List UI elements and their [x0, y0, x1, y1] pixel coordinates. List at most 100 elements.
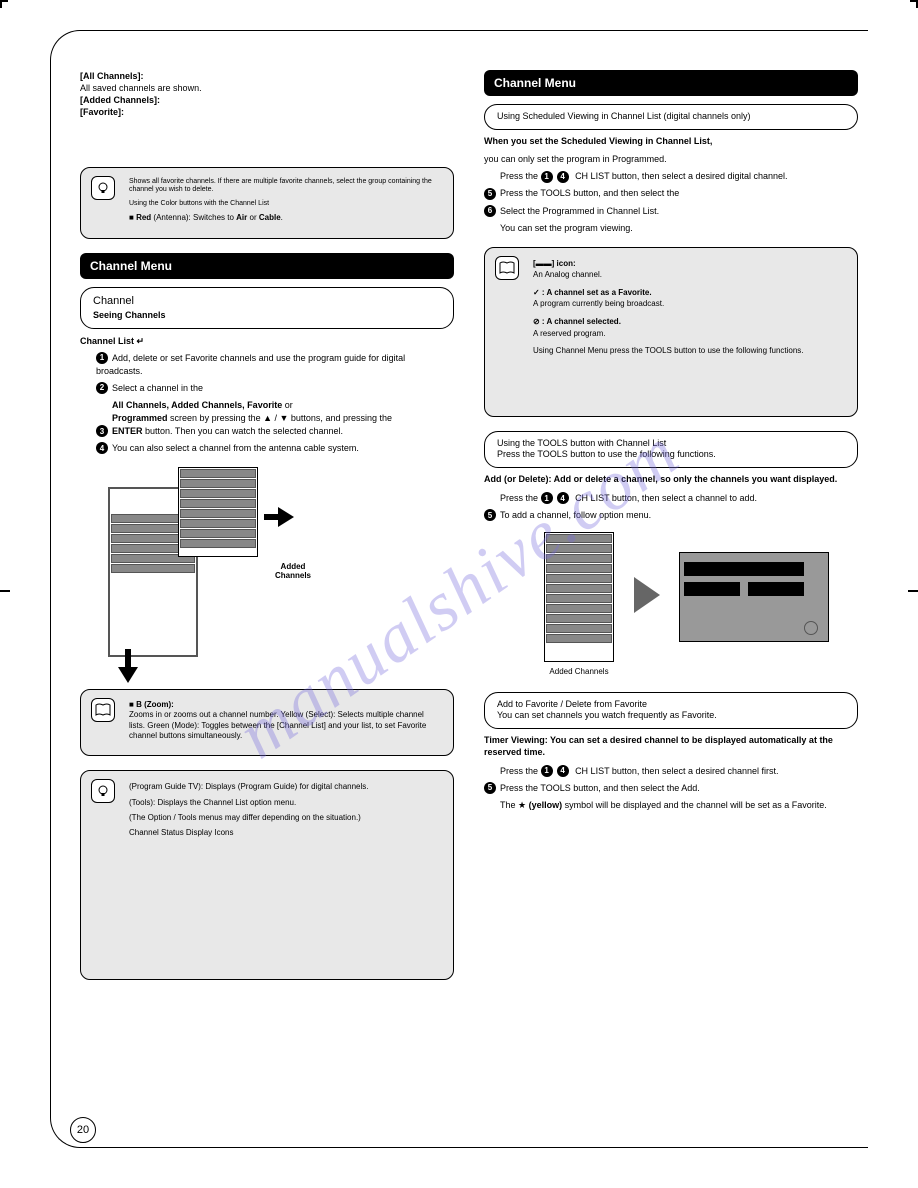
- tip1-p2: Using the Color buttons with the Channel…: [129, 200, 439, 208]
- tbr-t2: ✓ : A channel set as a Favorite.: [533, 287, 843, 299]
- r3-s6c: symbol will be displayed and the channel…: [565, 800, 827, 810]
- r1-pre: Press the: [500, 171, 538, 181]
- tip1-cable: Cable: [259, 213, 281, 222]
- s3b: button. Then you can watch the selected …: [145, 426, 343, 436]
- num-3: 3: [96, 425, 108, 437]
- tip2-ta: B: [136, 700, 142, 709]
- tip3-p1: (Program Guide TV): Displays (Program Gu…: [129, 781, 439, 792]
- pill-sub1: Seeing Channels: [93, 310, 441, 322]
- tip1-air: Air: [236, 213, 247, 222]
- r1-n5: 5: [484, 188, 496, 200]
- left-column: [All Channels]: All saved channels are s…: [80, 70, 454, 1128]
- tip2-body: Zooms in or zooms out a channel number. …: [129, 710, 439, 741]
- r2-n5: 5: [484, 509, 496, 521]
- content: [All Channels]: All saved channels are s…: [80, 70, 858, 1128]
- pill-r3-sub: You can set channels you watch frequentl…: [497, 710, 845, 722]
- s3a: ENTER: [112, 426, 143, 436]
- hdr-l2b: [Added Channels]:: [80, 95, 160, 105]
- pill-r1: Using Scheduled Viewing in Channel List …: [484, 104, 858, 130]
- r1-cont: You can set the program viewing.: [500, 222, 858, 235]
- diagram-right: Added Channels: [484, 532, 858, 682]
- r3-n4: 4: [557, 765, 569, 777]
- diagram-left: Added Channels: [108, 467, 454, 677]
- r3-pre: Press the: [500, 766, 538, 776]
- r1-s6: Select the Programmed in Channel List.: [500, 206, 659, 216]
- pill-r1-sub: (digital channels only): [663, 111, 750, 121]
- r1-n4: 4: [557, 171, 569, 183]
- tip3-p3: (The Option / Tools menus may differ dep…: [129, 812, 439, 823]
- book-icon-2: [495, 256, 519, 280]
- tip3-p2: (Tools): Displays the Channel List optio…: [129, 797, 439, 808]
- s1d: or: [285, 400, 293, 410]
- tbr-p1: An Analog channel.: [533, 269, 843, 281]
- play-icon: [634, 577, 660, 613]
- r3-post: CH LIST button, then select a desired ch…: [575, 766, 778, 776]
- pill-r2-txt: Using the TOOLS button with Channel List: [497, 438, 666, 448]
- tip-box-3: (Program Guide TV): Displays (Program Gu…: [80, 770, 454, 980]
- right-column: Channel Menu Using Scheduled Viewing in …: [484, 70, 858, 1128]
- r3-n5: 5: [484, 782, 496, 794]
- bulb-icon: [91, 176, 115, 200]
- s1b: Select a channel in the: [112, 383, 203, 393]
- pill-sub-r2: Add (or Delete): Add or delete a channel…: [484, 474, 858, 486]
- tip1-p1: Shows all favorite channels. If there ar…: [129, 178, 439, 195]
- r3-s5: Press the TOOLS button, and then select …: [500, 783, 700, 793]
- screen-thumb: [679, 552, 829, 642]
- steps-r3: Press the 14 CH LIST button, then select…: [500, 765, 858, 812]
- pill-r2: Using the TOOLS button with Channel List…: [484, 431, 858, 468]
- r3-s6: The ★: [500, 800, 526, 810]
- book-icon-1: [91, 698, 115, 722]
- pill-sub-r3: Timer Viewing: You can set a desired cha…: [484, 735, 858, 758]
- tbr-p4: Using Channel Menu press the TOOLS butto…: [533, 345, 843, 357]
- r2-n1: 1: [541, 492, 553, 504]
- section-bar-left: Channel Menu: [80, 253, 454, 279]
- tip1-dot: .: [281, 213, 283, 222]
- pill-channel: Channel Seeing Channels: [80, 287, 454, 329]
- hdr-l3: [Favorite]:: [80, 107, 124, 117]
- tbr-t3: ⊘ : A channel selected.: [533, 316, 843, 328]
- tip1-red: Red: [136, 213, 151, 222]
- steps-r2: Press the 14 CH LIST button, then select…: [500, 492, 858, 522]
- tip1-or: or: [250, 213, 257, 222]
- r2-s5: To add a channel, follow option menu.: [500, 510, 651, 520]
- s2a: Programmed: [112, 413, 168, 423]
- pill-r3-txt: Add to Favorite / Delete from Favorite: [497, 699, 647, 709]
- r2-post: CH LIST button, then select a channel to…: [575, 493, 757, 503]
- r1-n6: 6: [484, 205, 496, 217]
- hdr-l2a: All saved channels are shown.: [80, 83, 202, 93]
- tip2-tb: (Zoom):: [144, 700, 174, 709]
- section-bar-right: Channel Menu: [484, 70, 858, 96]
- pill-r3: Add to Favorite / Delete from Favorite Y…: [484, 692, 858, 729]
- tip-box-2: ■ B (Zoom): Zooms in or zooms out a chan…: [80, 689, 454, 757]
- r3-n1: 1: [541, 765, 553, 777]
- tip3-p4: Channel Status Display Icons: [129, 827, 439, 838]
- pill-channel-txt: Channel: [93, 295, 134, 307]
- r1-n1: 1: [541, 171, 553, 183]
- tbr-t4: A reserved program.: [533, 328, 843, 340]
- s2b: screen by pressing the ▲ / ▼ buttons, an…: [170, 413, 392, 423]
- tbr-t1: [▬▬] icon:: [533, 258, 843, 270]
- tbr-p3: A program currently being broadcast.: [533, 298, 843, 310]
- s1c: All Channels, Added Channels, Favorite: [112, 400, 282, 410]
- header-block: [All Channels]: All saved channels are s…: [80, 70, 454, 119]
- pill-sub-r1: When you set the Scheduled Viewing in Ch…: [484, 136, 858, 148]
- bulb-icon-2: [91, 779, 115, 803]
- pill-r2-sub: Press the TOOLS button to use the follow…: [497, 449, 845, 461]
- tip-box-1: Shows all favorite channels. If there ar…: [80, 167, 454, 239]
- channel-list-hdr: Channel List ↵: [80, 335, 454, 348]
- tip1-sw: Switches to: [193, 213, 234, 222]
- num-1: 1: [96, 352, 108, 364]
- r1-s5: Press the TOOLS button, and then select …: [500, 188, 679, 198]
- r3-s6b: (yellow): [529, 800, 563, 810]
- cap-r: Added Channels: [544, 667, 614, 676]
- num-4: 4: [96, 442, 108, 454]
- r1-s0: you can only set the program in Programm…: [484, 153, 858, 166]
- hdr-l1: [All Channels]:: [80, 71, 144, 81]
- pill-r1-txt: Using Scheduled Viewing in Channel List: [497, 111, 661, 121]
- r2-n4: 4: [557, 492, 569, 504]
- r1-post: CH LIST button, then select a desired di…: [575, 171, 787, 181]
- s1a: Add, delete or set Favorite channels and…: [96, 353, 405, 376]
- num-2: 2: [96, 382, 108, 394]
- cap1: Added Channels: [263, 562, 323, 580]
- steps-left: Channel List ↵ 1Add, delete or set Favor…: [96, 335, 454, 455]
